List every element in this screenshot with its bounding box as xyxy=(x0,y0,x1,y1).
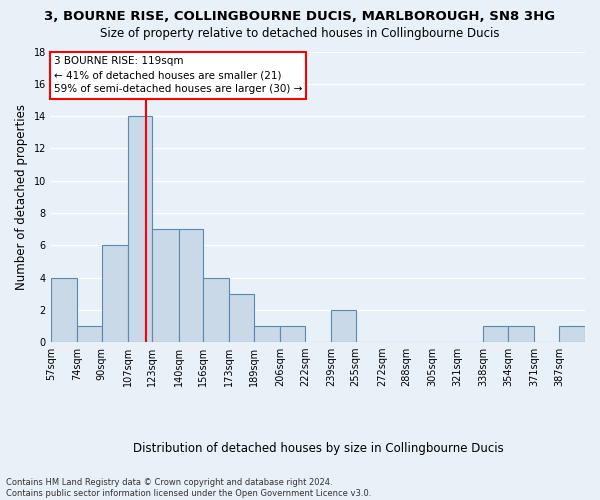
Text: Contains HM Land Registry data © Crown copyright and database right 2024.
Contai: Contains HM Land Registry data © Crown c… xyxy=(6,478,371,498)
Bar xyxy=(51,278,77,342)
Bar xyxy=(254,326,280,342)
Bar xyxy=(559,326,585,342)
Bar xyxy=(229,294,254,342)
Bar xyxy=(128,116,152,342)
Bar xyxy=(484,326,508,342)
Text: 3, BOURNE RISE, COLLINGBOURNE DUCIS, MARLBOROUGH, SN8 3HG: 3, BOURNE RISE, COLLINGBOURNE DUCIS, MAR… xyxy=(44,10,556,23)
Bar xyxy=(203,278,229,342)
Bar xyxy=(101,245,128,342)
Bar xyxy=(508,326,534,342)
Text: 3 BOURNE RISE: 119sqm
← 41% of detached houses are smaller (21)
59% of semi-deta: 3 BOURNE RISE: 119sqm ← 41% of detached … xyxy=(54,56,302,94)
Bar xyxy=(280,326,305,342)
Y-axis label: Number of detached properties: Number of detached properties xyxy=(15,104,28,290)
Text: Size of property relative to detached houses in Collingbourne Ducis: Size of property relative to detached ho… xyxy=(100,28,500,40)
X-axis label: Distribution of detached houses by size in Collingbourne Ducis: Distribution of detached houses by size … xyxy=(133,442,503,455)
Bar xyxy=(331,310,356,342)
Bar xyxy=(152,229,179,342)
Bar xyxy=(179,229,203,342)
Bar xyxy=(77,326,101,342)
